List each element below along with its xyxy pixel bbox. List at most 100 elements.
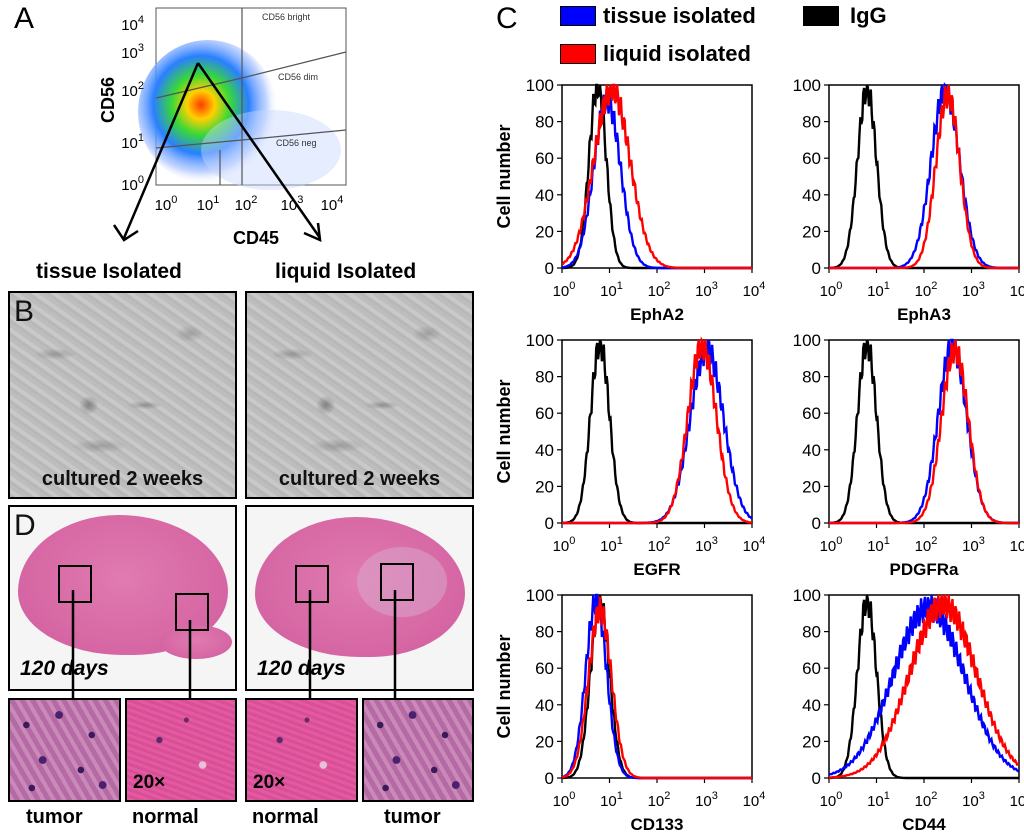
flow-arrows (112, 62, 322, 243)
y-tick-label: 20 (802, 477, 821, 496)
y-tick-label: 80 (802, 623, 821, 642)
y-tick-label: 60 (802, 659, 821, 678)
y-tick-label: 60 (535, 659, 554, 678)
panel-letter-d: D (14, 509, 36, 542)
y-tick-label: 40 (535, 186, 554, 205)
y-tick-label: 40 (802, 186, 821, 205)
histogram-grid: 0 20 40 60 80 100 100 101 102 103 104 EphA2 Cell num… (494, 76, 1024, 834)
flow-plot-svg: CD56 bright CD56 dim CD56 neg 1041031021… (98, 7, 347, 248)
series-line-tissue-isolated (828, 594, 1020, 776)
y-tick-label: 0 (545, 514, 554, 533)
y-tick-label: 60 (802, 404, 821, 423)
y-tick-label: 20 (802, 732, 821, 751)
series-line-liquid-isolated (561, 83, 752, 270)
y-tick-label: 0 (812, 259, 821, 278)
y-tick-label: 0 (812, 769, 821, 788)
zoom-box-tumor-left (58, 565, 92, 603)
zoom-box-normal-left (175, 593, 209, 631)
x-tick-label: 104 (743, 535, 766, 555)
histogram-title: PDGFRa (890, 560, 960, 579)
x-tick-label: 101 (600, 280, 623, 300)
sample-tumor-left (8, 698, 121, 802)
histogram-pdgfra: 0 20 40 60 80 100 100 101 102 103 104 PDGFRa (793, 331, 1024, 579)
x-tick-label: 102 (648, 790, 671, 810)
x-tick-label: 102 (915, 535, 938, 555)
x-tick-label: 101 (600, 535, 623, 555)
y-tick-label: 40 (535, 696, 554, 715)
x-tick-label: 101 (867, 790, 890, 810)
flow-plot: CD56 bright CD56 dim CD56 neg 104 103 102 1… (96, 0, 356, 250)
x-tick-label: 103 (695, 535, 718, 555)
y-tick-label: 80 (802, 368, 821, 387)
histogram-title: CD44 (902, 815, 946, 834)
y-tick-label: 60 (802, 149, 821, 168)
brain-section-tissue: D 120 days (8, 505, 237, 691)
x-tick-label: 102 (648, 280, 671, 300)
panel-letter-a: A (14, 2, 35, 35)
days-label-tissue: 120 days (20, 657, 109, 680)
x-tick-label: 100 (820, 535, 843, 555)
tissue-culture-photo: B cultured 2 weeks (8, 291, 237, 499)
histogram-cd44: 0 20 40 60 80 100 100 101 102 103 104 CD44 (793, 586, 1024, 834)
y-tick-label: 20 (535, 222, 554, 241)
x-tick-label: 103 (962, 280, 985, 300)
y-tick-label: 40 (802, 441, 821, 460)
series-line-igg (829, 339, 1019, 525)
y-tick-label: 100 (793, 331, 821, 350)
histogram-title: EGFR (633, 560, 680, 579)
y-tick-label: 60 (535, 404, 554, 423)
gate-label-dim: CD56 dim (278, 72, 318, 82)
tissue-culture-caption: cultured 2 weeks (41, 468, 204, 490)
x-tick-label: 103 (962, 790, 985, 810)
days-label-liquid: 120 days (257, 657, 346, 680)
gate-dim-lower (155, 129, 347, 149)
legend-label-liquid: liquid isolated (603, 41, 751, 66)
x-tick-label: 102 (648, 535, 671, 555)
y-tick-label: 80 (535, 623, 554, 642)
histogram-frame (561, 339, 753, 524)
x-tick-label: 103 (962, 535, 985, 555)
x-tick-label: 100 (553, 790, 576, 810)
y-tick-label: 0 (812, 514, 821, 533)
x-tick-label: 101 (600, 790, 623, 810)
x-tick-label: 100 (553, 280, 576, 300)
sample-tumor-right (362, 698, 474, 802)
histogram-epha3: 0 20 40 60 80 100 100 101 102 103 104 EphA3 (793, 76, 1024, 324)
y-tick-label: 80 (535, 368, 554, 387)
x-tick-label: 104 (1010, 790, 1024, 810)
y-tick-label: 100 (526, 331, 554, 350)
series-line-liquid-isolated (561, 596, 752, 780)
sample-normal-left: 20× (125, 698, 237, 802)
magnification-left: 20× (133, 772, 166, 793)
flow-x-label: CD45 (233, 228, 279, 248)
histogram-egfr: 0 20 40 60 80 100 100 101 102 103 104 EGFR Cell numb… (494, 331, 765, 579)
sample-normal-right: 20× (245, 698, 358, 802)
y-tick-label: 100 (793, 586, 821, 605)
arrow-to-tissue (122, 62, 200, 239)
x-tick-label: 103 (695, 280, 718, 300)
sample-label-tumor-left: tumor (26, 806, 83, 828)
histogram-title: CD133 (631, 815, 684, 834)
liquid-culture-photo: cultured 2 weeks (245, 291, 474, 499)
panel-letter-c: C (496, 2, 518, 35)
x-tick-label: 100 (820, 790, 843, 810)
y-tick-label: 100 (526, 586, 554, 605)
tissue-isolated-title: tissue Isolated (36, 260, 182, 283)
histogram-epha2: 0 20 40 60 80 100 100 101 102 103 104 EphA2 Cell num… (494, 76, 765, 324)
series-line-liquid-isolated (562, 336, 753, 525)
magnification-right: 20× (253, 772, 286, 793)
flow-density (138, 40, 278, 184)
y-tick-label: 80 (535, 113, 554, 132)
liquid-isolated-title: liquid Isolated (275, 260, 417, 283)
brain-section-liquid-tumor-area (357, 547, 447, 617)
series-line-liquid-isolated (828, 594, 1020, 779)
y-tick-label: 20 (802, 222, 821, 241)
series-line-liquid-isolated (829, 84, 1019, 270)
x-tick-label: 103 (695, 790, 718, 810)
flow-y-tick: 104 (121, 14, 144, 34)
legend-swatch-tissue (560, 6, 596, 26)
y-axis-label: Cell number (494, 634, 514, 738)
histogram-frame (828, 339, 1020, 524)
histogram-title: EphA2 (630, 305, 684, 324)
sample-label-normal-left: normal (132, 806, 199, 828)
